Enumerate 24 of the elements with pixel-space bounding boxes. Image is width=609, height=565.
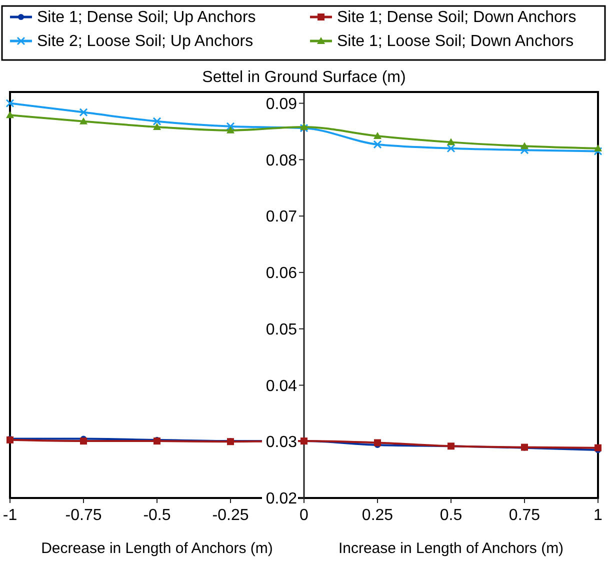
- y-tick-label: 0.06: [266, 265, 298, 282]
- y-tick-label: 0.04: [266, 378, 298, 395]
- x-tick-label: -1: [2, 507, 18, 524]
- legend-label: Site 1; Dense Soil; Down Anchors: [337, 9, 576, 26]
- x-tick-label: 0.5: [440, 507, 462, 524]
- legend-label: Site 1; Loose Soil; Down Anchors: [337, 33, 574, 50]
- legend-label: Site 1; Dense Soil; Up Anchors: [37, 9, 256, 26]
- x-tick-label: 1: [594, 507, 603, 524]
- legend-label: Site 2; Loose Soil; Up Anchors: [37, 33, 254, 50]
- y-tick-label: 0.07: [266, 208, 298, 226]
- y-tick-label: 0.08: [266, 152, 298, 170]
- y-tick-label: 0.09: [266, 96, 298, 113]
- x-tick-label: -0.25: [212, 507, 249, 524]
- x-tick-label: 0.25: [362, 507, 394, 524]
- x-tick-label: 0: [300, 507, 309, 524]
- x-tick-label: -0.75: [65, 507, 102, 524]
- y-tick-label: 0.02: [266, 490, 298, 508]
- text: Decrease in Length of Anchors (m): [41, 540, 273, 557]
- x-tick-label: -0.5: [143, 507, 171, 524]
- text: Increase in Length of Anchors (m): [338, 540, 564, 557]
- y-tick-label: 0.05: [266, 321, 298, 338]
- y-axis-title: Settel in Ground Surface (m): [202, 69, 406, 86]
- x-tick-label: 0.75: [508, 507, 540, 524]
- y-tick-label: 0.03: [266, 434, 298, 452]
